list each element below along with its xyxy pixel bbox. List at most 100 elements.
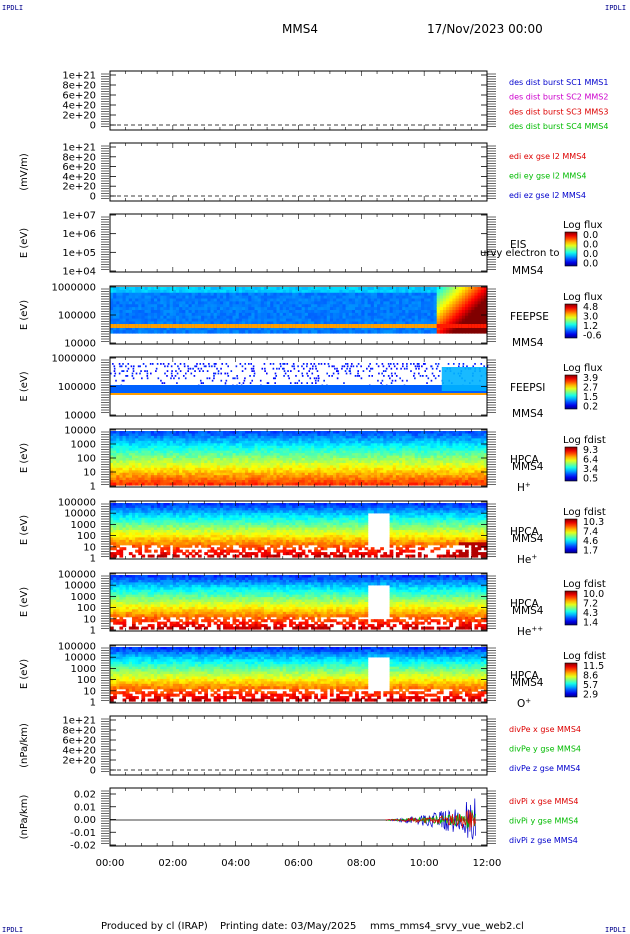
colorbar-tick-label: 1.4 [583, 618, 598, 629]
y-tick-label: 1000 [71, 592, 96, 603]
y-ticks-p3: 1e+04 1e+05 1e+06 1e+07 [62, 211, 496, 278]
instrument-label: FEEPSI [510, 382, 545, 394]
y-tick-label: 10000 [64, 411, 96, 422]
colorbar-tick-label: 6.4 [583, 455, 598, 466]
spectrogram-p9 [110, 647, 488, 702]
colorbar-tick-label: 0.0 [583, 240, 598, 251]
colorbar-tick-label: 0.5 [583, 474, 598, 485]
instrument-label: HPCA [510, 670, 540, 682]
y-tick-label: 10000 [64, 339, 96, 350]
x-tick-label: 04:00 [221, 858, 250, 869]
species-label: He++ [517, 625, 543, 638]
instrument-label: HPCA [510, 526, 540, 538]
legend-entry: divPi y gse MMS4 [509, 817, 578, 826]
legend-entry: des dist burst SC4 MMS4 [509, 122, 608, 131]
colorbar-tick-label: 4.8 [583, 302, 598, 313]
y-tick-label: 100000 [58, 311, 96, 322]
y-tick-label: 1e+21 [62, 716, 96, 727]
panel-p4: Log flux4.83.01.2-0.6FEEPSEMMS4100001000… [19, 283, 603, 350]
y-tick-label: 10000 [64, 426, 96, 437]
instrument-label: HPCA [510, 598, 540, 610]
colorbar-tick-label: 3.4 [583, 464, 598, 475]
y-tick-label: 8e+20 [62, 152, 96, 163]
y-tick-label: 100 [77, 531, 96, 542]
y-tick-label: 0.00 [74, 815, 96, 826]
spacecraft-label: MMS4 [512, 265, 544, 277]
legend-entry: edi ey gse l2 MMS4 [509, 172, 587, 181]
colorbar-title: Log fdist [563, 651, 606, 662]
colorbar-tick-label: 8.6 [583, 671, 598, 682]
y-tick-label: 1e+05 [62, 248, 96, 259]
y-tick-label: 10000 [64, 509, 96, 520]
y-tick-label: 100 [77, 454, 96, 465]
y-axis-label: (mV/m) [19, 153, 30, 191]
y-tick-label: 1000000 [51, 354, 96, 365]
y-tick-label: 1e+04 [62, 267, 96, 278]
y-ticks-p4: 10000 100000 1000000 [51, 283, 496, 350]
y-tick-label: 4e+20 [62, 172, 96, 183]
y-tick-label: 10 [83, 686, 96, 697]
y-tick-label: 2e+20 [62, 111, 96, 122]
colorbar-tick-label: 4.3 [583, 608, 598, 619]
colorbar-tick-label: -0.6 [583, 331, 602, 342]
colorbar-tick-label: 2.9 [583, 690, 598, 701]
y-axis-label: E (eV) [19, 228, 30, 258]
y-tick-label: 10 [83, 614, 96, 625]
corner-label-bottom-right: IPDLI [605, 926, 627, 934]
y-tick-label: 0.01 [74, 802, 96, 813]
panel-frame [109, 213, 488, 273]
legend-entry: edi ex gse l2 MMS4 [509, 152, 586, 161]
datetime-title: 17/Nov/2023 00:00 [427, 22, 543, 36]
y-tick-label: 100000 [58, 382, 96, 393]
y-tick-label: 1e+21 [62, 143, 96, 154]
legend-entry: des dist burst SC3 MMS3 [509, 107, 608, 116]
footer-printing-date: Printing date: 03/May/2025 [220, 921, 357, 932]
x-tick-label: 06:00 [284, 858, 313, 869]
y-tick-label: 4e+20 [62, 746, 96, 757]
legend-entry: des dist burst SC1 MMS1 [509, 78, 608, 87]
y-tick-label: 0.02 [74, 790, 96, 801]
spacecraft-label: MMS4 [512, 533, 544, 545]
colorbar-title: Log flux [563, 363, 603, 374]
colorbar-tick-label: 3.0 [583, 312, 598, 323]
y-tick-label: 0 [90, 121, 96, 132]
y-tick-label: 8e+20 [62, 726, 96, 737]
y-tick-label: 4e+20 [62, 101, 96, 112]
y-tick-label: 1000 [71, 520, 96, 531]
x-tick-label: 08:00 [347, 858, 376, 869]
y-axis-label: (nPa/km) [19, 723, 30, 768]
colorbar-tick-label: 7.4 [583, 527, 598, 538]
colorbar-tick-label: 0.0 [583, 230, 598, 241]
y-tick-label: 2e+20 [62, 756, 96, 767]
y-tick-label: 10 [83, 468, 96, 479]
colorbar-tick-label: 0.2 [583, 402, 598, 413]
instrument-label: EIS [510, 239, 527, 251]
y-tick-label: 1e+06 [62, 229, 96, 240]
legend-entry: divPe x gse MMS4 [509, 725, 581, 734]
legend-entry: des dist burst SC2 MMS2 [509, 93, 608, 102]
y-tick-label: 1e+07 [62, 211, 96, 222]
colorbar-tick-label: 1.2 [583, 321, 598, 332]
spacecraft-label: MMS4 [512, 461, 544, 473]
y-tick-label: 1000 [71, 440, 96, 451]
footer-producer: Produced by cl (IRAP) [101, 921, 208, 932]
colorbar-tick-label: 2.7 [583, 383, 598, 394]
colorbar-tick-label: 9.3 [583, 445, 598, 456]
y-tick-label: 6e+20 [62, 91, 96, 102]
y-tick-label: 1e+21 [62, 71, 96, 82]
spectrogram-p5 [110, 363, 489, 395]
y-tick-label: 100000 [58, 498, 96, 509]
y-tick-label: 2e+20 [62, 182, 96, 193]
y-axis-label: E (eV) [19, 587, 30, 617]
spectrogram-p7 [110, 503, 488, 558]
panel-p7: Log fdist10.37.44.61.7HPCAMMS4He+1101001… [19, 498, 606, 567]
colorbar-tick-label: 3.9 [583, 373, 598, 384]
